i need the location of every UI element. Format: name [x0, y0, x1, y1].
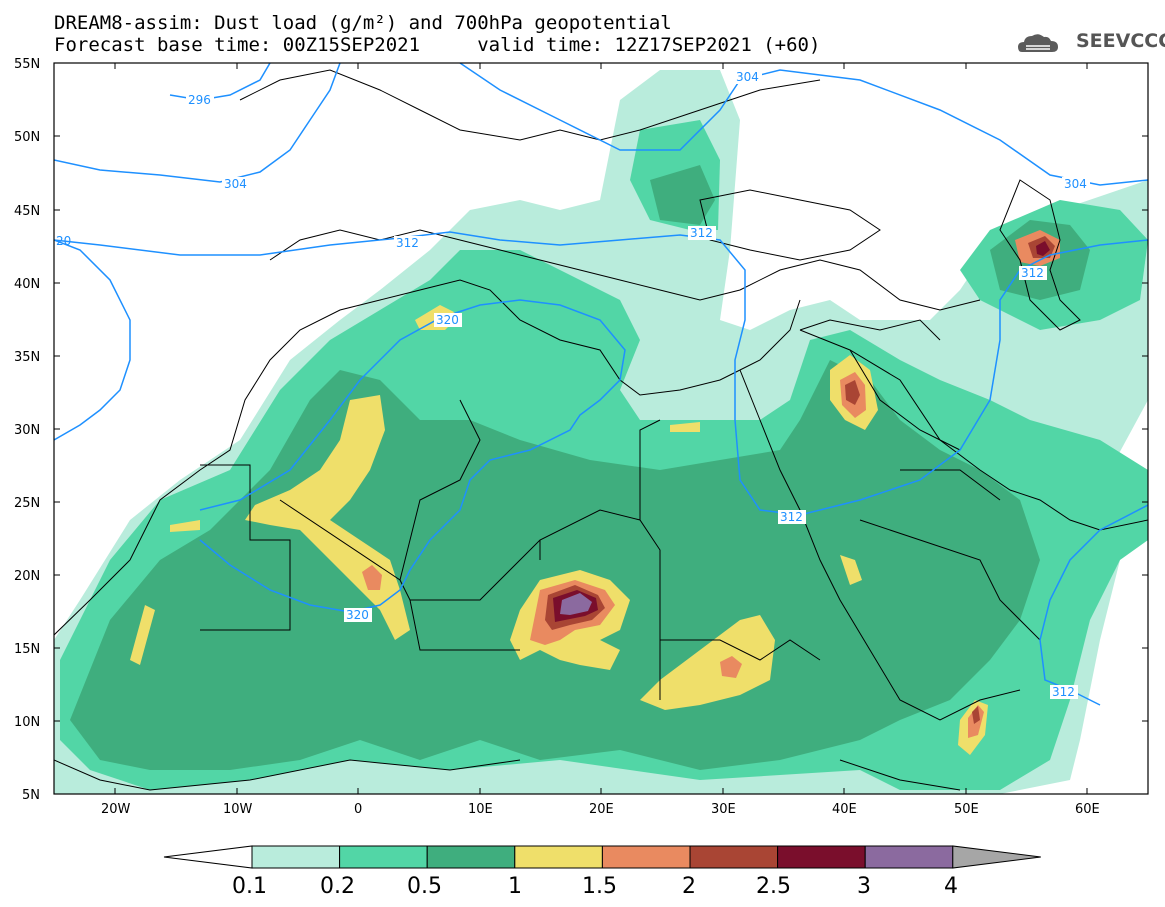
colorbar-swatch — [339, 845, 428, 869]
colorbar-label: 1 — [508, 874, 522, 899]
lon-label: 10E — [468, 802, 493, 817]
contour-label-304-east: 304 — [1064, 177, 1087, 191]
contour-label-312-redsea: 312 — [780, 510, 803, 524]
coast-west-africa — [54, 759, 961, 791]
colorbar-swatch — [864, 845, 954, 869]
lon-label: 20E — [589, 802, 614, 817]
longitude-axis — [114, 63, 1088, 794]
colorbar-swatch — [777, 845, 866, 869]
colorbar-label: 0.1 — [232, 874, 267, 899]
lat-label: 25N — [14, 496, 40, 511]
dust-level-1.5-sudan — [720, 656, 742, 678]
latitude-axis — [54, 62, 1148, 722]
dust-level-1.5-algeria — [362, 565, 382, 590]
coast-europe-north — [239, 69, 821, 141]
contour-label-304-west: 304 — [224, 177, 247, 191]
lon-label: 30E — [711, 802, 736, 817]
colorbar-swatch — [689, 845, 779, 869]
contour-20 — [54, 239, 131, 441]
lat-label: 20N — [14, 569, 40, 584]
contour-label-296: 296 — [188, 93, 211, 107]
dust-level-0.5-europe — [650, 165, 715, 225]
colorbar-label: 2.5 — [756, 874, 791, 899]
colorbar-label: 3 — [857, 874, 871, 899]
dust-level-2-somalia — [972, 706, 980, 724]
contour-label-320-north: 320 — [436, 313, 459, 327]
colorbar-swatch — [426, 845, 516, 869]
coastlines-borders — [54, 69, 1148, 791]
contour-label-312-caspian: 312 — [1021, 266, 1044, 280]
colorbar-label: 0.2 — [320, 874, 355, 899]
longitude-labels: 20W 10W 0 10E 20E 30E 40E 50E 60E — [101, 802, 1100, 817]
colorbar-over-arrow — [952, 845, 1041, 869]
colorbar-label: 4 — [944, 874, 958, 899]
contour-label-312-balkan: 312 — [690, 226, 713, 240]
contour-labels: 296 304 304 304 312 312 312 312 320 320 … — [56, 70, 1090, 699]
coast-black-sea — [699, 189, 881, 261]
lat-label: 50N — [14, 130, 40, 145]
lon-label: 40E — [832, 802, 857, 817]
lat-label: 5N — [22, 788, 40, 803]
lat-label: 35N — [14, 350, 40, 365]
lat-label: 15N — [14, 642, 40, 657]
colorbar-label: 2 — [682, 874, 696, 899]
lon-label: 20W — [101, 802, 131, 817]
contour-label-20: 20 — [56, 234, 71, 248]
lat-label: 30N — [14, 423, 40, 438]
lon-label: 60E — [1075, 802, 1100, 817]
colorbar-label: 0.5 — [407, 874, 442, 899]
borders-africa — [200, 399, 821, 700]
contour-320 — [199, 299, 626, 613]
colorbar-label: 1.5 — [582, 874, 617, 899]
colorbar-swatch — [514, 845, 603, 869]
contour-304-west — [54, 63, 341, 183]
coast-north-africa — [54, 279, 741, 636]
colorbar — [163, 845, 1041, 869]
lat-label: 40N — [14, 277, 40, 292]
colorbar-labels: 0.1 0.2 0.5 1 1.5 2 2.5 3 4 — [232, 874, 958, 899]
colorbar-swatch — [601, 845, 691, 869]
lon-label: 0 — [354, 802, 362, 817]
contour-312 — [54, 231, 1148, 516]
colorbar-swatch — [251, 845, 341, 869]
lon-label: 10W — [223, 802, 253, 817]
logo-text: SEEVCCC — [1076, 30, 1165, 52]
colorbar-under-arrow — [163, 845, 253, 869]
lat-label: 45N — [14, 204, 40, 219]
lat-label: 10N — [14, 715, 40, 730]
dust-level-3-chad — [560, 593, 592, 615]
lat-label: 55N — [14, 57, 40, 72]
map-title-line-1: DREAM8-assim: Dust load (g/m²) and 700hP… — [54, 12, 672, 34]
contour-label-320-south: 320 — [346, 608, 369, 622]
dust-level-1-sudan — [640, 615, 775, 710]
contour-label-312-west: 312 — [396, 236, 419, 250]
dust-level-0.5 — [70, 360, 1040, 770]
borders-middle-east — [799, 319, 1041, 641]
cloud-icon — [1018, 34, 1058, 52]
latitude-labels: 55N 50N 45N 40N 35N 30N 25N 20N 15N 10N … — [14, 57, 40, 803]
coast-levant-red-sea — [739, 299, 1021, 721]
coast-arabia — [799, 329, 1148, 531]
dust-level-2-iraq — [845, 380, 860, 405]
lon-label: 50E — [954, 802, 979, 817]
contour-label-312-arabia: 312 — [1052, 685, 1075, 699]
map-title-line-2: Forecast base time: 00Z15SEP2021 valid t… — [54, 34, 821, 56]
dust-fields — [54, 70, 1148, 794]
contour-label-304-north: 304 — [736, 70, 759, 84]
dust-level-2.5-caspian — [1036, 241, 1050, 256]
coast-caspian — [999, 179, 1081, 331]
